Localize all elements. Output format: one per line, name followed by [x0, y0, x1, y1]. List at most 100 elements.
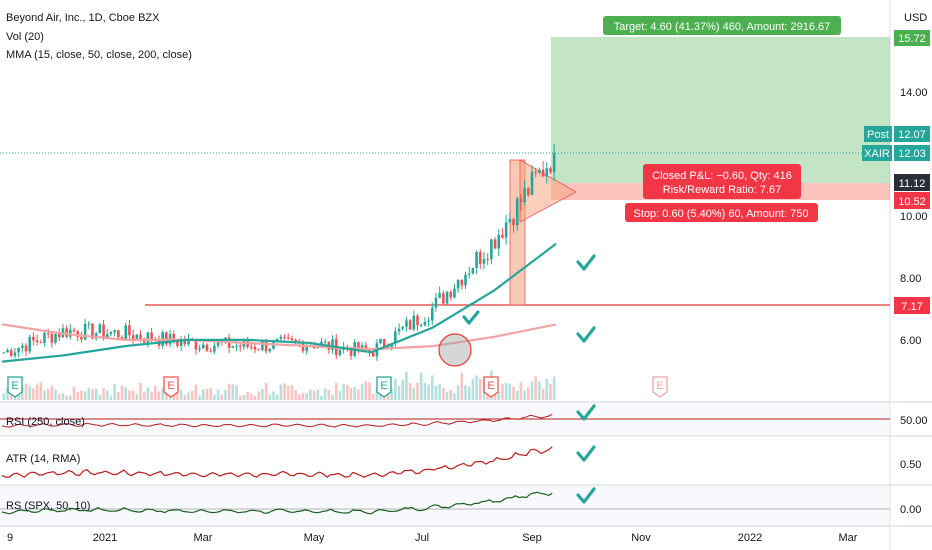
symbol-title[interactable]: Beyond Air, Inc., 1D, Cboe BZX — [6, 12, 160, 24]
rs-pane-label[interactable]: RS (SPX, 50, 10) — [6, 500, 90, 512]
volume-bar — [261, 389, 264, 400]
candle-body — [72, 329, 76, 332]
volume-bar — [512, 386, 515, 400]
candle-body — [416, 315, 419, 326]
volume-bar — [46, 388, 50, 400]
volume-bar — [238, 395, 242, 400]
volume-bar — [412, 387, 416, 400]
candle-body — [17, 348, 20, 353]
volume-bar — [157, 391, 161, 400]
volume-bar — [105, 390, 109, 400]
mma-indicator-label[interactable]: MMA (15, close, 50, close, 200, close) — [6, 49, 192, 61]
candle-body — [482, 259, 486, 264]
candle-body — [464, 274, 467, 286]
svg-text:10.52: 10.52 — [898, 196, 926, 208]
volume-bar — [438, 384, 441, 400]
candle-body — [6, 350, 9, 353]
earnings-markers[interactable]: E E E E E — [7, 376, 668, 398]
volume-bar — [530, 381, 534, 400]
candle-body — [253, 346, 257, 350]
rs-tick: 0.00 — [900, 504, 921, 516]
candle-body — [146, 332, 150, 343]
volume-bar — [523, 390, 526, 400]
candle-body — [179, 340, 183, 346]
candle-body — [301, 342, 305, 352]
svg-text:E: E — [656, 380, 663, 392]
candle-body — [216, 341, 220, 346]
volume-bar — [146, 387, 150, 400]
svg-text:7.17: 7.17 — [901, 301, 922, 313]
crossover-circle[interactable] — [438, 333, 472, 367]
candle-body — [28, 336, 31, 352]
check-icon — [576, 254, 596, 271]
time-axis[interactable]: 9 2021 Mar May Jul Sep Nov 2022 Mar — [7, 532, 858, 544]
candle-body — [471, 267, 475, 274]
volume-bar — [353, 387, 357, 400]
volume-bar — [231, 384, 235, 400]
volume-bar — [316, 389, 320, 400]
volume-bar — [272, 391, 275, 400]
volume-bar — [527, 387, 530, 400]
time-tick: Nov — [631, 532, 651, 544]
volume-bar — [128, 390, 131, 400]
candle-body — [442, 293, 445, 304]
volume-bar — [205, 388, 209, 400]
post-tag: Post 12.07 — [864, 126, 930, 142]
candle-body — [9, 350, 13, 356]
candle-body — [490, 239, 493, 260]
check-marks — [462, 254, 596, 504]
volume-bar — [83, 391, 87, 400]
svg-text:XAIR: XAIR — [864, 148, 890, 160]
svg-text:Target: 4.60 (41.37%) 460, Amo: Target: 4.60 (41.37%) 460, Amount: 2916.… — [614, 21, 830, 33]
volume-bar — [360, 384, 364, 400]
candle-body — [176, 341, 179, 346]
volume-bar — [2, 393, 6, 400]
candle-body — [128, 325, 131, 336]
volume-bar — [213, 394, 216, 400]
check-icon — [576, 487, 596, 504]
candle-body — [397, 328, 401, 332]
atr-pane-label[interactable]: ATR (14, RMA) — [6, 453, 80, 465]
volume-bar — [246, 391, 249, 400]
candle-body — [238, 345, 242, 347]
volume-bar — [460, 372, 464, 400]
stop-label: Stop: 0.60 (5.40%) 60, Amount: 750 — [625, 203, 818, 222]
vol-indicator-label[interactable]: Vol (20) — [6, 31, 44, 43]
volume-bar — [194, 384, 198, 400]
volume-bar — [72, 386, 76, 400]
candle-body — [512, 218, 515, 226]
volume-bar — [6, 387, 9, 400]
volume-bar — [390, 388, 393, 400]
target-zone[interactable] — [551, 37, 890, 183]
volume-bar — [371, 393, 375, 400]
candle-body — [139, 334, 142, 339]
candle-body — [408, 320, 412, 330]
volume-bar — [94, 388, 98, 400]
svg-text:E: E — [11, 380, 18, 392]
volume-bar — [153, 386, 157, 400]
volume-bar — [253, 395, 257, 400]
volume-bar — [323, 388, 327, 400]
candle-body — [257, 349, 260, 351]
volume-bar — [28, 386, 31, 400]
volume-bar — [227, 383, 231, 400]
rsi-tick: 50.00 — [900, 415, 928, 427]
time-tick: Sep — [522, 532, 542, 544]
candle-body — [497, 235, 501, 249]
time-tick: Mar — [194, 532, 213, 544]
volume-bar — [504, 382, 508, 400]
candle-body — [279, 336, 283, 339]
volume-bar — [35, 384, 39, 400]
candle-body — [434, 297, 438, 308]
candle-body — [538, 169, 541, 173]
candle-body — [250, 346, 253, 348]
candle-body — [449, 292, 453, 298]
rsi-pane-label[interactable]: RSI (250, close) — [6, 416, 85, 428]
candle-body — [423, 321, 427, 326]
volume-bar — [242, 395, 246, 400]
volume-bar — [508, 383, 512, 400]
candle-body — [124, 325, 128, 340]
volume-bar — [187, 392, 190, 400]
candle-body — [183, 340, 187, 345]
